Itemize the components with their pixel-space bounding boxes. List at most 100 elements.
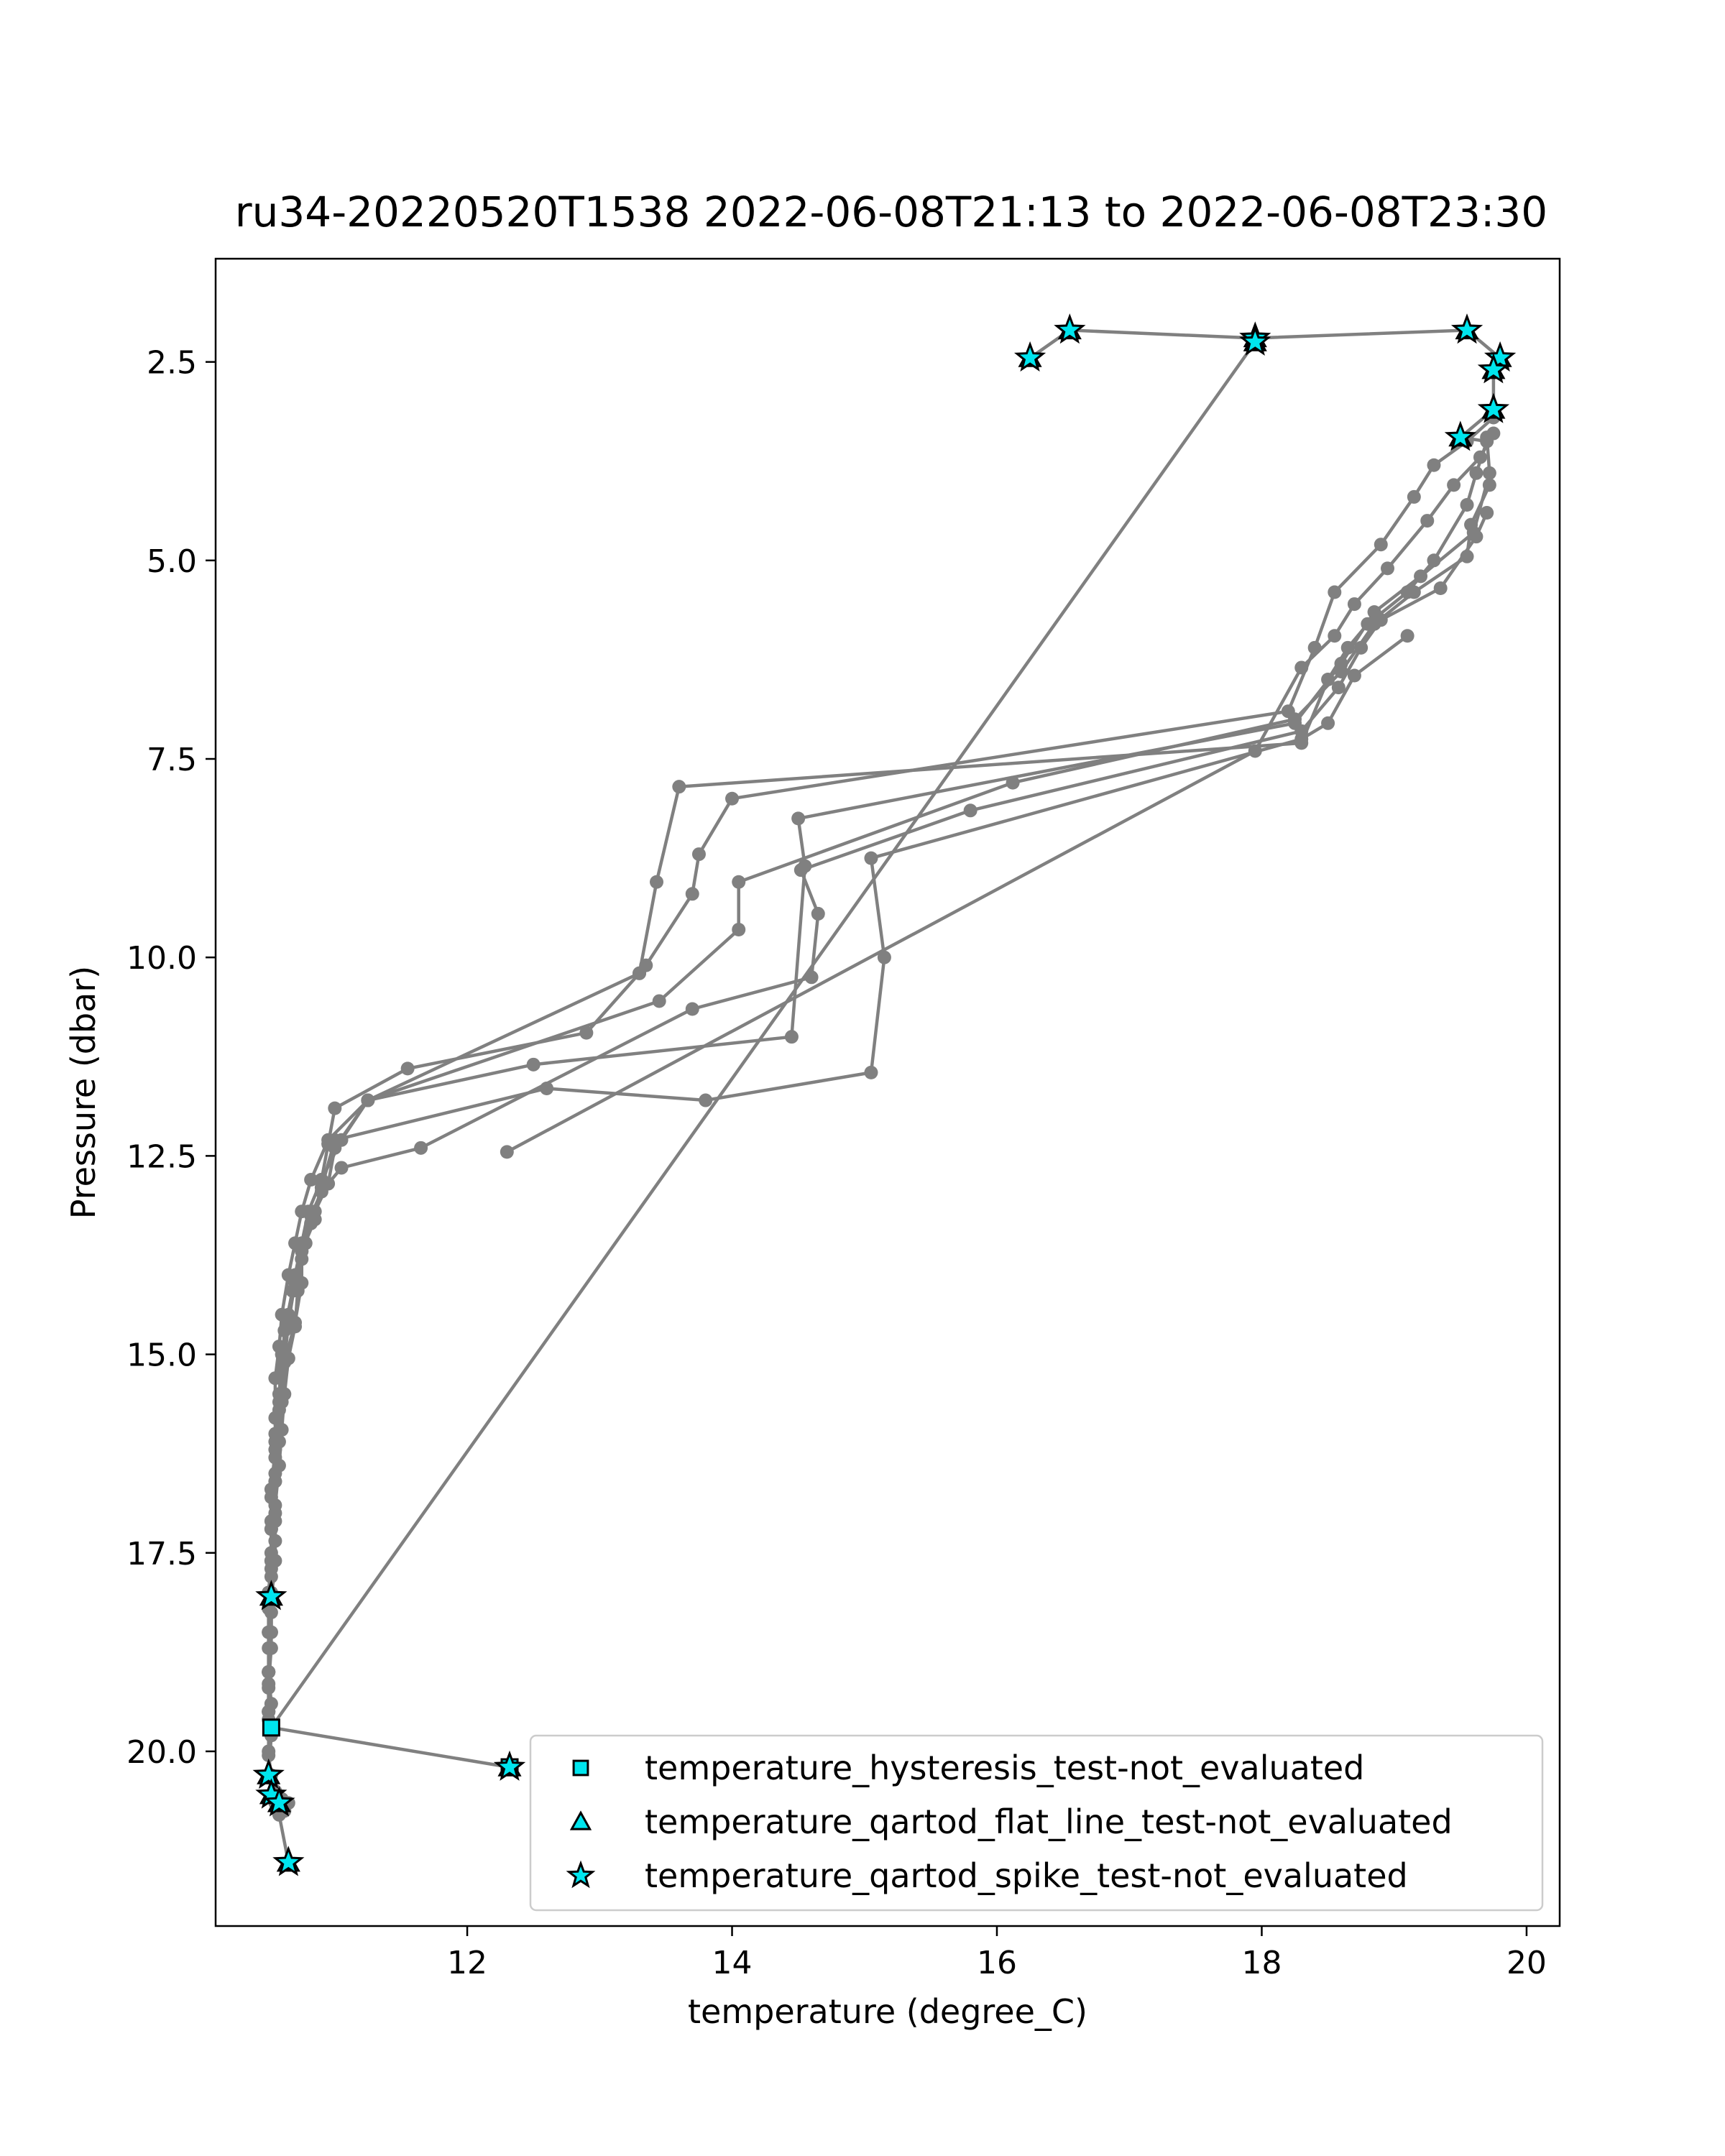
profile-point xyxy=(1294,660,1309,675)
profile-point xyxy=(1006,775,1020,790)
profile-point xyxy=(1321,716,1335,730)
profile-point xyxy=(1400,629,1414,643)
y-tick-label: 5.0 xyxy=(147,543,197,580)
star-flag-marker xyxy=(272,1846,305,1876)
profile-point xyxy=(794,863,808,877)
profile-point xyxy=(1248,744,1262,758)
profile-point xyxy=(1482,478,1496,492)
profile-point xyxy=(877,950,891,964)
x-tick-label: 16 xyxy=(977,1945,1017,1981)
legend-box xyxy=(529,1734,1544,1912)
legend-entry-label: temperature_qartod_spike_test-not_evalua… xyxy=(645,1856,1408,1895)
legend-entry-label: temperature_hysteresis_test-not_evaluate… xyxy=(645,1749,1364,1787)
profile-point xyxy=(579,1026,594,1040)
profile-point xyxy=(540,1081,554,1095)
y-tick-label: 10.0 xyxy=(126,940,197,977)
profile-point xyxy=(400,1061,415,1076)
profile-point xyxy=(963,803,978,818)
profile-point xyxy=(1407,489,1421,504)
profile-point xyxy=(1460,497,1474,512)
x-tick-label: 14 xyxy=(712,1945,753,1981)
x-tick-label: 12 xyxy=(447,1945,487,1981)
profile-point xyxy=(328,1101,342,1115)
profile-point xyxy=(290,1284,305,1298)
profile-point xyxy=(864,851,878,865)
profile-point xyxy=(500,1145,514,1159)
profile-point xyxy=(361,1093,375,1107)
profile-point xyxy=(288,1319,303,1334)
star-flag-marker xyxy=(493,1750,526,1781)
profile-point xyxy=(1464,517,1478,532)
chart-title: ru34-20220520T1538 2022-06-08T21:13 to 2… xyxy=(235,188,1547,236)
profile-point xyxy=(264,1606,278,1620)
profile-point xyxy=(526,1057,540,1072)
star-flag-marker xyxy=(1013,341,1046,372)
profile-point xyxy=(328,1133,342,1147)
legend-square-icon xyxy=(572,1759,589,1777)
profile-point xyxy=(1447,478,1461,492)
profile-point xyxy=(699,1093,713,1107)
profile-point xyxy=(1380,561,1394,576)
y-tick-label: 20.0 xyxy=(126,1734,197,1771)
profile-point xyxy=(685,887,699,901)
star-flag-marker xyxy=(263,1786,295,1817)
profile-point xyxy=(784,1030,799,1044)
legend-triangle-icon xyxy=(569,1810,592,1830)
y-tick-label: 7.5 xyxy=(147,742,197,778)
y-axis: 2.5 5.0 7.5 10.0 12.5 15.0 17.5 20.0 xyxy=(126,345,216,1771)
profile-point xyxy=(811,906,825,921)
legend-entry-label: temperature_qartod_flat_line_test-not_ev… xyxy=(645,1802,1453,1841)
profile-point xyxy=(1347,597,1361,612)
profile-point xyxy=(1354,640,1368,655)
profile-point xyxy=(864,1065,878,1079)
star-flag-marker xyxy=(1239,325,1271,356)
profile-point xyxy=(1347,668,1361,683)
profile-point xyxy=(264,1641,278,1655)
profile-point xyxy=(275,1423,289,1437)
y-tick-label: 17.5 xyxy=(126,1536,197,1572)
profile-point xyxy=(314,1181,328,1195)
profile-point xyxy=(1473,450,1487,464)
plot-area xyxy=(262,323,1507,1870)
profile-point xyxy=(304,1216,318,1230)
profile-point xyxy=(277,1323,292,1337)
profile-point xyxy=(791,811,806,826)
profile-point xyxy=(1288,712,1302,727)
y-tick-label: 15.0 xyxy=(126,1337,197,1374)
y-axis-label: Pressure (dbar) xyxy=(64,966,103,1219)
x-axis-label: temperature (degree_C) xyxy=(688,1992,1087,2031)
profile-point xyxy=(295,1252,309,1266)
profile-point xyxy=(1486,426,1501,441)
profile-point xyxy=(272,1458,286,1473)
profile-point xyxy=(268,1498,282,1512)
square-flag-marker xyxy=(262,1718,280,1737)
profile-point xyxy=(1328,629,1342,643)
profile-point xyxy=(1374,538,1388,552)
profile-point xyxy=(414,1141,428,1155)
star-flag-marker xyxy=(1484,341,1517,372)
star-flag-marker xyxy=(1477,353,1510,384)
profile-point xyxy=(264,1570,278,1584)
flag-markers xyxy=(252,313,1517,1876)
x-tick-label: 20 xyxy=(1506,1945,1547,1981)
profile-point xyxy=(264,1482,278,1496)
x-tick-label: 18 xyxy=(1241,1945,1282,1981)
profile-line-7 xyxy=(506,432,1495,1153)
profile-point xyxy=(685,1002,699,1016)
profile-point xyxy=(732,923,746,937)
profile-point xyxy=(652,994,666,1008)
legend-star-icon xyxy=(566,1860,596,1889)
profile-point xyxy=(1482,466,1496,480)
profile-point xyxy=(632,966,647,980)
profile-point xyxy=(732,875,746,889)
profile-point xyxy=(691,847,706,862)
y-tick-label: 12.5 xyxy=(126,1138,197,1175)
profile-point xyxy=(1328,585,1342,599)
profile-point xyxy=(334,1161,349,1175)
profile-point xyxy=(262,1677,276,1691)
profile-point xyxy=(1480,506,1494,520)
star-flag-marker xyxy=(255,1580,288,1611)
profile-point xyxy=(1374,613,1388,627)
x-axis: 12 14 16 18 20 xyxy=(447,1926,1547,1981)
